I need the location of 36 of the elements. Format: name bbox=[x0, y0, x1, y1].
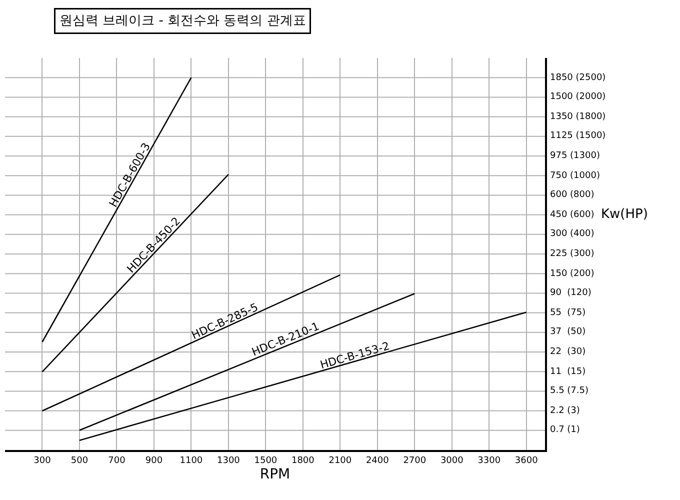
text: 150 (200) bbox=[550, 269, 594, 279]
x-tick-label: 1500 bbox=[254, 456, 278, 466]
text: 225 (300) bbox=[550, 249, 594, 259]
x-tick-label: 1300 bbox=[216, 456, 240, 466]
text: 22 (30) bbox=[550, 347, 586, 357]
text: 750 (1000) bbox=[550, 171, 600, 181]
text: 0.7 (1) bbox=[550, 425, 580, 435]
x-axis-title: RPM bbox=[260, 466, 290, 483]
x-tick-label: 3600 bbox=[514, 456, 538, 466]
x-tick-label: 2400 bbox=[366, 456, 390, 466]
chart-title: 원심력 브레이크 - 회전수와 동력의 관계표 bbox=[60, 14, 306, 28]
text: 600 (800) bbox=[550, 190, 594, 200]
text: 1850 (2500) bbox=[550, 73, 606, 83]
x-tick-label: 300 bbox=[34, 456, 52, 466]
y-axis-title: Kw(HP) bbox=[601, 207, 648, 222]
x-tick-label: 1100 bbox=[180, 456, 203, 466]
text: 55 (75) bbox=[550, 308, 586, 318]
x-tick-label: 700 bbox=[108, 456, 126, 466]
text: 90 (120) bbox=[550, 288, 592, 298]
x-tick-label: 900 bbox=[145, 456, 163, 466]
text: 11 (15) bbox=[550, 367, 586, 377]
text: 1125 (1500) bbox=[550, 131, 606, 141]
x-tick-label: 500 bbox=[70, 456, 88, 466]
text: 300 (400) bbox=[550, 229, 594, 239]
text: 975 (1300) bbox=[550, 151, 600, 161]
x-tick-label: 2700 bbox=[403, 456, 426, 466]
text: 450 (600) bbox=[550, 210, 594, 220]
x-tick-label: 2100 bbox=[328, 456, 352, 466]
x-tick-label: 1800 bbox=[291, 456, 315, 466]
text: 2.2 (3) bbox=[550, 406, 580, 416]
text: 1500 (2000) bbox=[550, 92, 606, 102]
x-tick-label: 3300 bbox=[478, 456, 501, 466]
text: 1350 (1800) bbox=[550, 112, 606, 122]
text: 5.5 (7.5) bbox=[550, 386, 589, 396]
text: 37 (50) bbox=[550, 327, 586, 337]
x-tick-label: 3000 bbox=[440, 456, 464, 466]
